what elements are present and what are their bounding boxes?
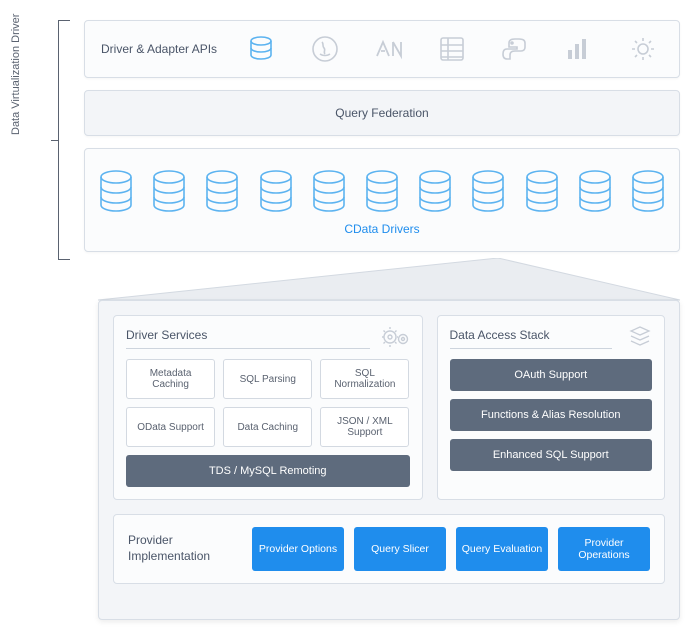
database-icon: [246, 34, 276, 64]
database-icon: [521, 168, 563, 214]
cdata-box: CData Drivers: [84, 148, 680, 252]
provider-button: Provider Options: [252, 527, 344, 571]
service-cell: OData Support: [126, 407, 215, 447]
service-cell: JSON / XML Support: [320, 407, 409, 447]
stack-icon: [626, 324, 654, 353]
driver-services-panel: Driver Services Metadata CachingSQL Pars…: [113, 315, 423, 500]
gear-icon: [628, 34, 658, 64]
python-icon: [501, 34, 531, 64]
table-icon: [437, 34, 467, 64]
data-access-title: Data Access Stack: [450, 328, 613, 349]
dotnet-icon: [373, 34, 403, 64]
provider-buttons: Provider OptionsQuery SlicerQuery Evalua…: [252, 527, 650, 571]
database-icon: [574, 168, 616, 214]
java-icon: [310, 34, 340, 64]
database-icon: [308, 168, 350, 214]
access-bar: Functions & Alias Resolution: [450, 399, 653, 431]
service-cell: Metadata Caching: [126, 359, 215, 399]
provider-panel: Provider Implementation Provider Options…: [113, 514, 665, 584]
database-icon: [627, 168, 669, 214]
gears-icon: [380, 324, 412, 353]
database-icon: [467, 168, 509, 214]
data-access-panel: Data Access Stack OAuth Support Functions…: [437, 315, 666, 500]
apis-box: Driver & Adapter APIs: [84, 20, 680, 78]
database-icon: [255, 168, 297, 214]
database-icon: [148, 168, 190, 214]
access-bar: Enhanced SQL Support: [450, 439, 653, 471]
tds-bar: TDS / MySQL Remoting: [126, 455, 410, 487]
service-cell: Data Caching: [223, 407, 312, 447]
driver-services-title: Driver Services: [126, 328, 370, 349]
vertical-label: Data Virtualization Driver: [10, 14, 22, 135]
provider-button: Query Slicer: [354, 527, 446, 571]
db-icon-row: [95, 168, 669, 214]
services-grid: Metadata CachingSQL ParsingSQL Normaliza…: [126, 359, 410, 447]
federation-label: Query Federation: [335, 106, 428, 120]
provider-button: Query Evaluation: [456, 527, 548, 571]
cdata-label: CData Drivers: [344, 222, 419, 236]
federation-box: Query Federation: [84, 90, 680, 136]
top-stack: Driver & Adapter APIs Query Federation: [84, 20, 680, 264]
database-icon: [361, 168, 403, 214]
provider-title: Provider Implementation: [128, 533, 238, 564]
chart-icon: [564, 34, 594, 64]
bracket: [58, 20, 70, 260]
access-bar: OAuth Support: [450, 359, 653, 391]
provider-button: Provider Operations: [558, 527, 650, 571]
database-icon: [95, 168, 137, 214]
detail-card: Driver Services Metadata CachingSQL Pars…: [98, 300, 680, 620]
service-cell: SQL Normalization: [320, 359, 409, 399]
apis-label: Driver & Adapter APIs: [101, 42, 217, 56]
zoom-triangle: [98, 258, 680, 302]
access-bars: OAuth Support Functions & Alias Resolutio…: [450, 359, 653, 471]
database-icon: [414, 168, 456, 214]
service-cell: SQL Parsing: [223, 359, 312, 399]
api-icon-row: [241, 34, 663, 64]
database-icon: [201, 168, 243, 214]
